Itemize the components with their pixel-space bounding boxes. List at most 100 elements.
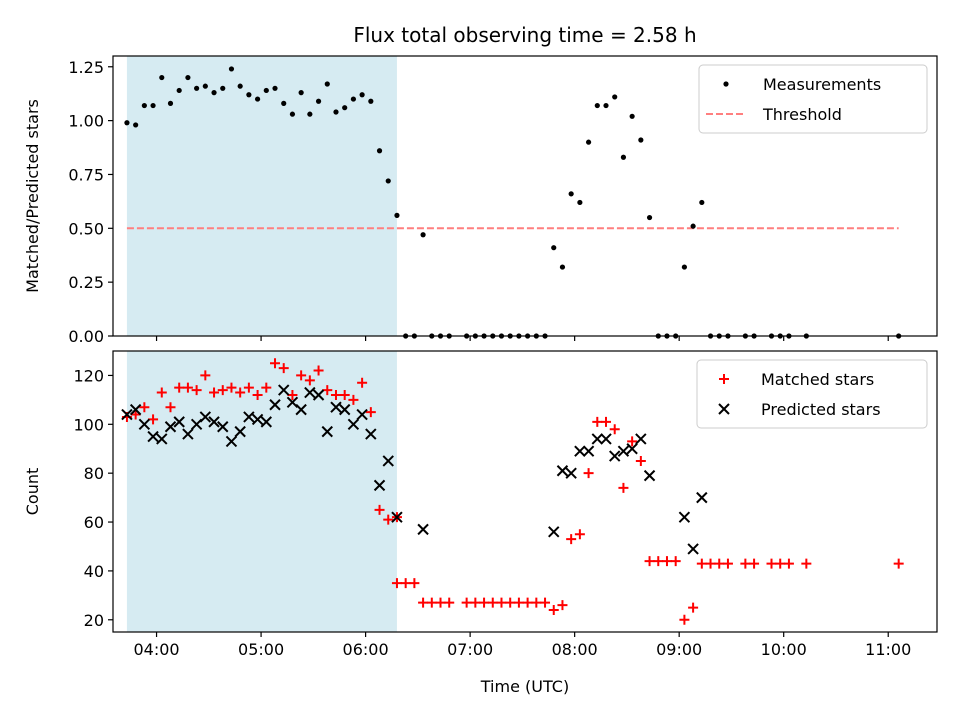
matched-star-point xyxy=(226,382,237,393)
matched-star-point xyxy=(252,389,263,400)
predicted-star-point xyxy=(582,445,595,457)
predicted-star-point xyxy=(373,479,386,492)
measurement-point xyxy=(376,148,383,154)
measurement-point xyxy=(603,102,609,109)
matched-star-point xyxy=(278,363,289,374)
measurement-point xyxy=(629,113,635,119)
measurement-point xyxy=(141,102,147,109)
matched-star-point xyxy=(644,556,655,567)
matched-star-point xyxy=(243,382,254,393)
predicted-star-point xyxy=(295,403,307,416)
matched-star-point xyxy=(322,385,333,396)
predicted-star-point xyxy=(147,430,159,443)
matched-star-point xyxy=(601,416,612,427)
predicted-star-point xyxy=(138,418,151,431)
predicted-star-point xyxy=(382,455,394,467)
predicted-star-point xyxy=(635,433,647,445)
matched-star-point xyxy=(261,382,272,393)
predicted-star-point xyxy=(617,445,630,457)
matched-star-point xyxy=(287,389,298,400)
matched-star-point xyxy=(653,556,664,567)
y-tick-label: 80 xyxy=(84,464,104,483)
matched-star-point xyxy=(461,597,472,608)
measurement-point xyxy=(263,87,269,94)
matched-star-point xyxy=(479,597,490,608)
predicted-star-point xyxy=(687,543,699,555)
predicted-star-point xyxy=(365,428,377,440)
series-predicted-stars xyxy=(121,384,708,555)
matched-star-point xyxy=(174,382,185,393)
x-tick-label: 10:00 xyxy=(761,640,807,659)
measurement-point xyxy=(551,245,557,251)
predicted-star-point xyxy=(591,433,604,445)
y-tick-label: 1.25 xyxy=(68,58,104,77)
shaded-span xyxy=(126,351,397,632)
legend-label: Threshold xyxy=(762,105,842,124)
matched-star-point xyxy=(444,597,455,608)
predicted-star-point xyxy=(609,450,621,462)
measurement-point xyxy=(368,98,374,104)
measurement-point xyxy=(620,154,627,160)
predicted-star-point xyxy=(251,413,264,426)
predicted-star-point xyxy=(626,443,638,455)
predicted-star-point xyxy=(600,433,612,445)
predicted-star-point xyxy=(182,428,194,440)
measurement-point xyxy=(211,90,217,96)
predicted-star-point xyxy=(156,433,168,445)
measurement-point xyxy=(167,100,174,106)
matched-star-point xyxy=(775,558,786,569)
matched-star-point xyxy=(357,377,368,388)
y-tick-label: 0.50 xyxy=(68,219,104,238)
measurement-point xyxy=(254,96,261,102)
predicted-star-point xyxy=(304,386,316,399)
measurement-point xyxy=(246,92,252,98)
matched-star-point xyxy=(574,529,585,540)
measurement-point xyxy=(690,223,696,229)
predicted-star-point xyxy=(208,416,220,428)
shaded-span xyxy=(126,56,397,336)
matched-star-point xyxy=(235,387,246,398)
measurement-point xyxy=(150,102,156,109)
predicted-star-point xyxy=(260,416,273,428)
y-tick-label: 60 xyxy=(84,513,104,532)
legend: Measurements Threshold xyxy=(698,64,928,134)
matched-star-point xyxy=(548,605,559,616)
measurement-point xyxy=(559,264,566,270)
measurement-point xyxy=(307,111,313,117)
measurement-point xyxy=(159,74,165,81)
y-tick-label: 0.75 xyxy=(68,165,104,184)
x-tick-label: 07:00 xyxy=(447,640,493,659)
matched-star-point xyxy=(426,597,437,608)
matched-star-point xyxy=(670,556,681,567)
predicted-star-point xyxy=(217,421,229,433)
matched-star-point xyxy=(339,389,350,400)
y-tick-label: 1.00 xyxy=(68,112,104,131)
matched-star-point xyxy=(165,402,176,413)
measurement-point xyxy=(585,139,592,145)
predicted-star-point xyxy=(129,403,142,416)
predicted-star-point xyxy=(234,425,246,438)
matched-star-point xyxy=(531,597,542,608)
matched-star-point xyxy=(435,597,446,608)
y-tick-label: 20 xyxy=(84,611,104,630)
y-tick-label: 100 xyxy=(73,415,104,434)
measurement-point xyxy=(350,96,357,102)
measurement-point xyxy=(568,191,574,197)
measurement-point xyxy=(220,85,226,91)
predicted-star-point xyxy=(643,469,656,482)
predicted-star-point xyxy=(356,408,368,421)
matched-star-point xyxy=(400,578,411,589)
matched-star-point xyxy=(505,597,516,608)
measurement-point xyxy=(646,214,653,221)
predicted-star-point xyxy=(164,421,177,433)
predicted-star-point xyxy=(199,411,212,423)
matched-star-point xyxy=(182,382,193,393)
matched-star-point xyxy=(766,558,777,569)
x-tick-label: 05:00 xyxy=(238,640,284,659)
matched-star-point xyxy=(156,387,167,398)
measurement-point xyxy=(133,122,139,128)
legend-label: Matched stars xyxy=(761,370,874,389)
measurement-point xyxy=(638,137,644,143)
matched-star-point xyxy=(139,402,150,413)
